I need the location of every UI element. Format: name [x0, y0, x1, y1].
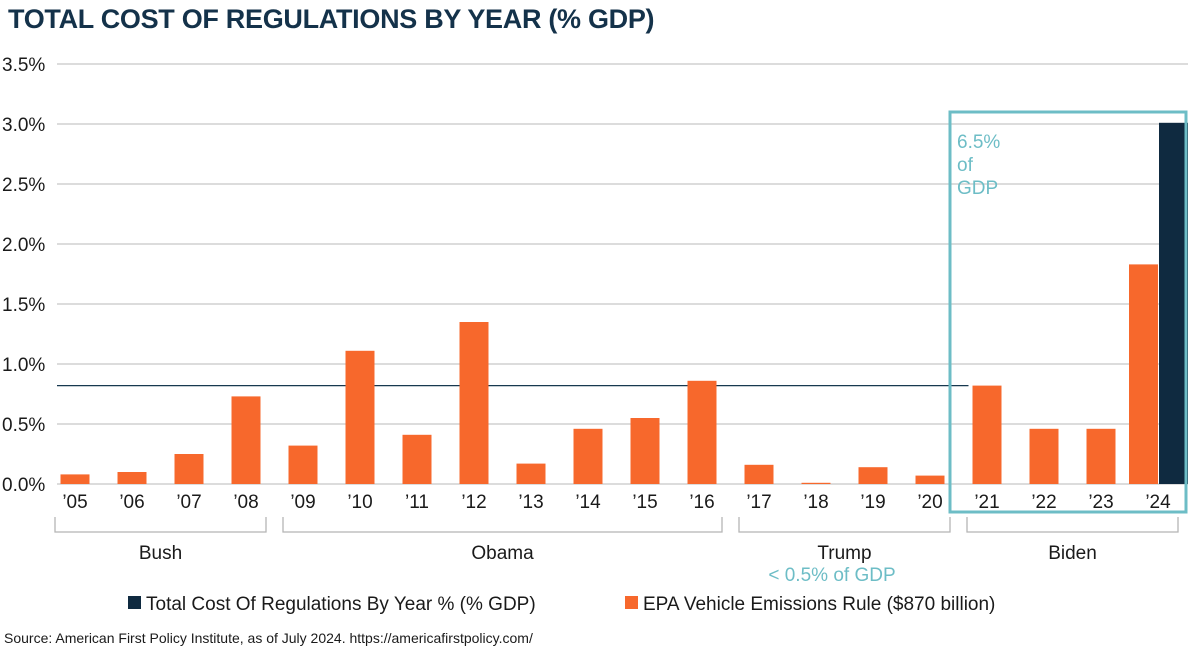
x-tick-label: ’18 — [803, 492, 828, 513]
group-bracket-bush — [54, 517, 267, 533]
x-tick-label: ’10 — [347, 492, 372, 513]
x-tick-label: ’19 — [860, 492, 885, 513]
bar-epa-14 — [858, 467, 888, 484]
bar-epa-18 — [1086, 428, 1116, 484]
x-tick-label: ’16 — [689, 492, 714, 513]
bar-epa-3 — [231, 396, 261, 484]
bar-epa-4 — [288, 445, 318, 484]
group-bracket-biden — [966, 517, 1179, 533]
x-tick-label: ’13 — [518, 492, 543, 513]
biden-annotation-line: of — [957, 155, 974, 176]
bar-epa-10 — [630, 418, 660, 484]
group-label-bush: Bush — [139, 543, 182, 564]
chart-title: TOTAL COST OF REGULATIONS BY YEAR (% GDP… — [8, 4, 655, 34]
x-tick-label: ’14 — [575, 492, 601, 513]
bar-epa-8 — [516, 463, 546, 484]
y-tick-label: 3.5% — [2, 55, 45, 76]
bar-total-19 — [1159, 122, 1188, 485]
x-tick-label: ’12 — [461, 492, 486, 513]
x-tick-label: ’22 — [1031, 492, 1056, 513]
biden-annotation-line: 6.5% — [957, 132, 1000, 153]
x-tick-label: ’06 — [119, 492, 144, 513]
bar-epa-16 — [972, 385, 1002, 484]
x-tick-label: ’21 — [974, 492, 999, 513]
group-label-biden: Biden — [1048, 543, 1097, 564]
x-tick-label: ’23 — [1088, 492, 1113, 513]
x-tick-label: ’24 — [1145, 492, 1171, 513]
x-tick-label: ’09 — [290, 492, 315, 513]
biden-highlight-box — [948, 110, 1188, 514]
x-tick-label: ’15 — [632, 492, 657, 513]
legend-swatch-0 — [128, 596, 141, 609]
group-bracket-trump — [738, 517, 951, 533]
x-tick-label: ’08 — [233, 492, 258, 513]
y-tick-label: 2.0% — [2, 235, 45, 256]
bar-epa-9 — [573, 428, 603, 484]
bar-epa-19 — [1129, 264, 1158, 484]
bar-epa-5 — [345, 350, 375, 484]
bar-epa-17 — [1029, 428, 1059, 484]
bar-epa-15 — [915, 475, 945, 484]
bar-epa-13 — [801, 482, 831, 484]
x-tick-label: ’07 — [176, 492, 201, 513]
x-tick-label: ’11 — [405, 492, 429, 513]
legend-label-1: EPA Vehicle Emissions Rule ($870 billion… — [643, 594, 995, 615]
bar-epa-7 — [459, 322, 489, 484]
y-tick-label: 0.5% — [2, 415, 45, 436]
group-label-obama: Obama — [471, 543, 534, 564]
bar-epa-1 — [117, 472, 147, 484]
legend-label-0: Total Cost Of Regulations By Year % (% G… — [146, 594, 536, 615]
bar-epa-6 — [402, 434, 432, 484]
bar-epa-2 — [174, 454, 204, 484]
y-tick-label: 1.0% — [2, 355, 45, 376]
y-tick-label: 3.0% — [2, 115, 45, 136]
y-tick-label: 2.5% — [2, 175, 45, 196]
x-tick-label: ’17 — [746, 492, 771, 513]
y-tick-label: 1.5% — [2, 295, 45, 316]
bar-epa-0 — [60, 474, 90, 484]
x-tick-label: ’05 — [62, 492, 87, 513]
legend-swatch-1 — [625, 596, 638, 609]
source-note: Source: American First Policy Institute,… — [4, 630, 533, 646]
biden-annotation-line: GDP — [957, 178, 998, 199]
x-tick-label: ’20 — [917, 492, 942, 513]
trump-annotation: < 0.5% of GDP — [768, 565, 895, 586]
y-tick-label: 0.0% — [2, 475, 45, 496]
group-bracket-obama — [282, 517, 723, 533]
group-label-trump: Trump — [817, 543, 871, 564]
bar-epa-12 — [744, 464, 774, 484]
bar-epa-11 — [687, 380, 717, 484]
